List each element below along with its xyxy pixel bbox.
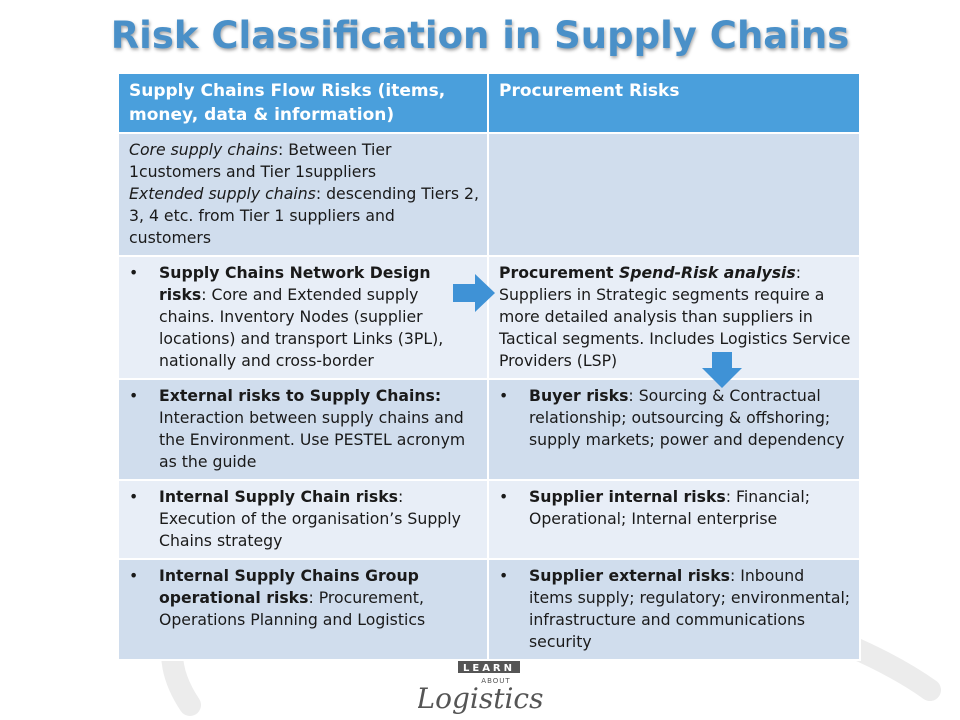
arrow-right-icon — [453, 274, 495, 312]
table-row: • Internal Supply Chains Group operationa… — [117, 558, 861, 661]
item-text: : Procurement, Operations Planning and L… — [159, 588, 426, 629]
bullet: • — [129, 487, 139, 506]
core-text: : Between Tier 1customers and Tier 1supp… — [129, 140, 392, 181]
table-header-row: Supply Chains Flow Risks (items, money, … — [117, 72, 861, 134]
cell-spend-risk-analysis: Procurement Spend-Risk analysis: Supplie… — [487, 255, 861, 380]
learn-about-logistics-logo: LEARN ABOUT Logistics — [418, 661, 543, 715]
item-text: : Inbound items supply; regulatory; envi… — [529, 566, 851, 651]
bullet: • — [129, 263, 139, 282]
item-bold: Supplier external risks — [529, 566, 730, 585]
bullet: • — [499, 386, 509, 405]
item-text: : Financial; Operational; Internal enter… — [529, 487, 811, 528]
item-text: : Suppliers in Strategic segments requir… — [499, 263, 851, 370]
header-flow-risks: Supply Chains Flow Risks (items, money, … — [117, 72, 489, 134]
cell-supply-chain-definitions: Core supply chains: Between Tier 1custom… — [117, 132, 489, 257]
header-procurement-risks: Procurement Risks — [487, 72, 861, 134]
cell-network-design-risks: • Supply Chains Network Design risks: Cor… — [117, 255, 489, 380]
table-row: • Supply Chains Network Design risks: Cor… — [117, 255, 861, 380]
item-bold: Supply Chains Network Design risks — [159, 263, 431, 304]
bullet: • — [129, 566, 139, 585]
item-bold: Supplier internal risks — [529, 487, 726, 506]
cell-buyer-risks: • Buyer risks: Sourcing & Contractual rel… — [487, 378, 861, 481]
extended-text: : descending Tiers 2, 3, 4 etc. from Tie… — [129, 184, 479, 247]
item-bold: Procurement — [499, 263, 619, 282]
core-label: Core supply chains — [129, 140, 278, 159]
table-row: Core supply chains: Between Tier 1custom… — [117, 132, 861, 257]
cell-internal-supply-chain-risks: • Internal Supply Chain risks: Execution … — [117, 479, 489, 560]
table-row: • External risks to Supply Chains: Intera… — [117, 378, 861, 481]
bullet: • — [499, 566, 509, 585]
cell-external-risks: • External risks to Supply Chains: Intera… — [117, 378, 489, 481]
item-bold: Buyer risks — [529, 386, 629, 405]
logo-top-text: LEARN — [463, 663, 515, 674]
item-bold: Internal Supply Chains Group operational… — [159, 566, 419, 607]
item-bold-italic: Spend-Risk analysis — [618, 263, 796, 282]
arrow-down-icon — [702, 352, 742, 388]
extended-label: Extended supply chains — [129, 184, 316, 203]
cell-empty — [487, 132, 861, 257]
logo-middle-text: ABOUT — [481, 677, 510, 685]
cell-group-operational-risks: • Internal Supply Chains Group operationa… — [117, 558, 489, 661]
bullet: • — [129, 386, 139, 405]
item-text: : Execution of the organisation’s Supply… — [159, 487, 461, 550]
item-text: : Core and Extended supply chains. Inven… — [159, 285, 444, 370]
page-title: Risk Classification in Supply Chains — [110, 14, 850, 57]
risk-table: Supply Chains Flow Risks (items, money, … — [117, 72, 861, 661]
item-text: : Sourcing & Contractual relationship; o… — [529, 386, 845, 449]
item-text: Interaction between supply chains and th… — [159, 408, 466, 471]
table-row: • Internal Supply Chain risks: Execution … — [117, 479, 861, 560]
bullet: • — [499, 487, 509, 506]
item-bold: External risks to Supply Chains: — [159, 386, 442, 405]
item-bold: Internal Supply Chain risks — [159, 487, 398, 506]
cell-supplier-internal-risks: • Supplier internal risks: Financial; Ope… — [487, 479, 861, 560]
logo-bottom-text: Logistics — [418, 682, 543, 715]
cell-supplier-external-risks: • Supplier external risks: Inbound items … — [487, 558, 861, 661]
